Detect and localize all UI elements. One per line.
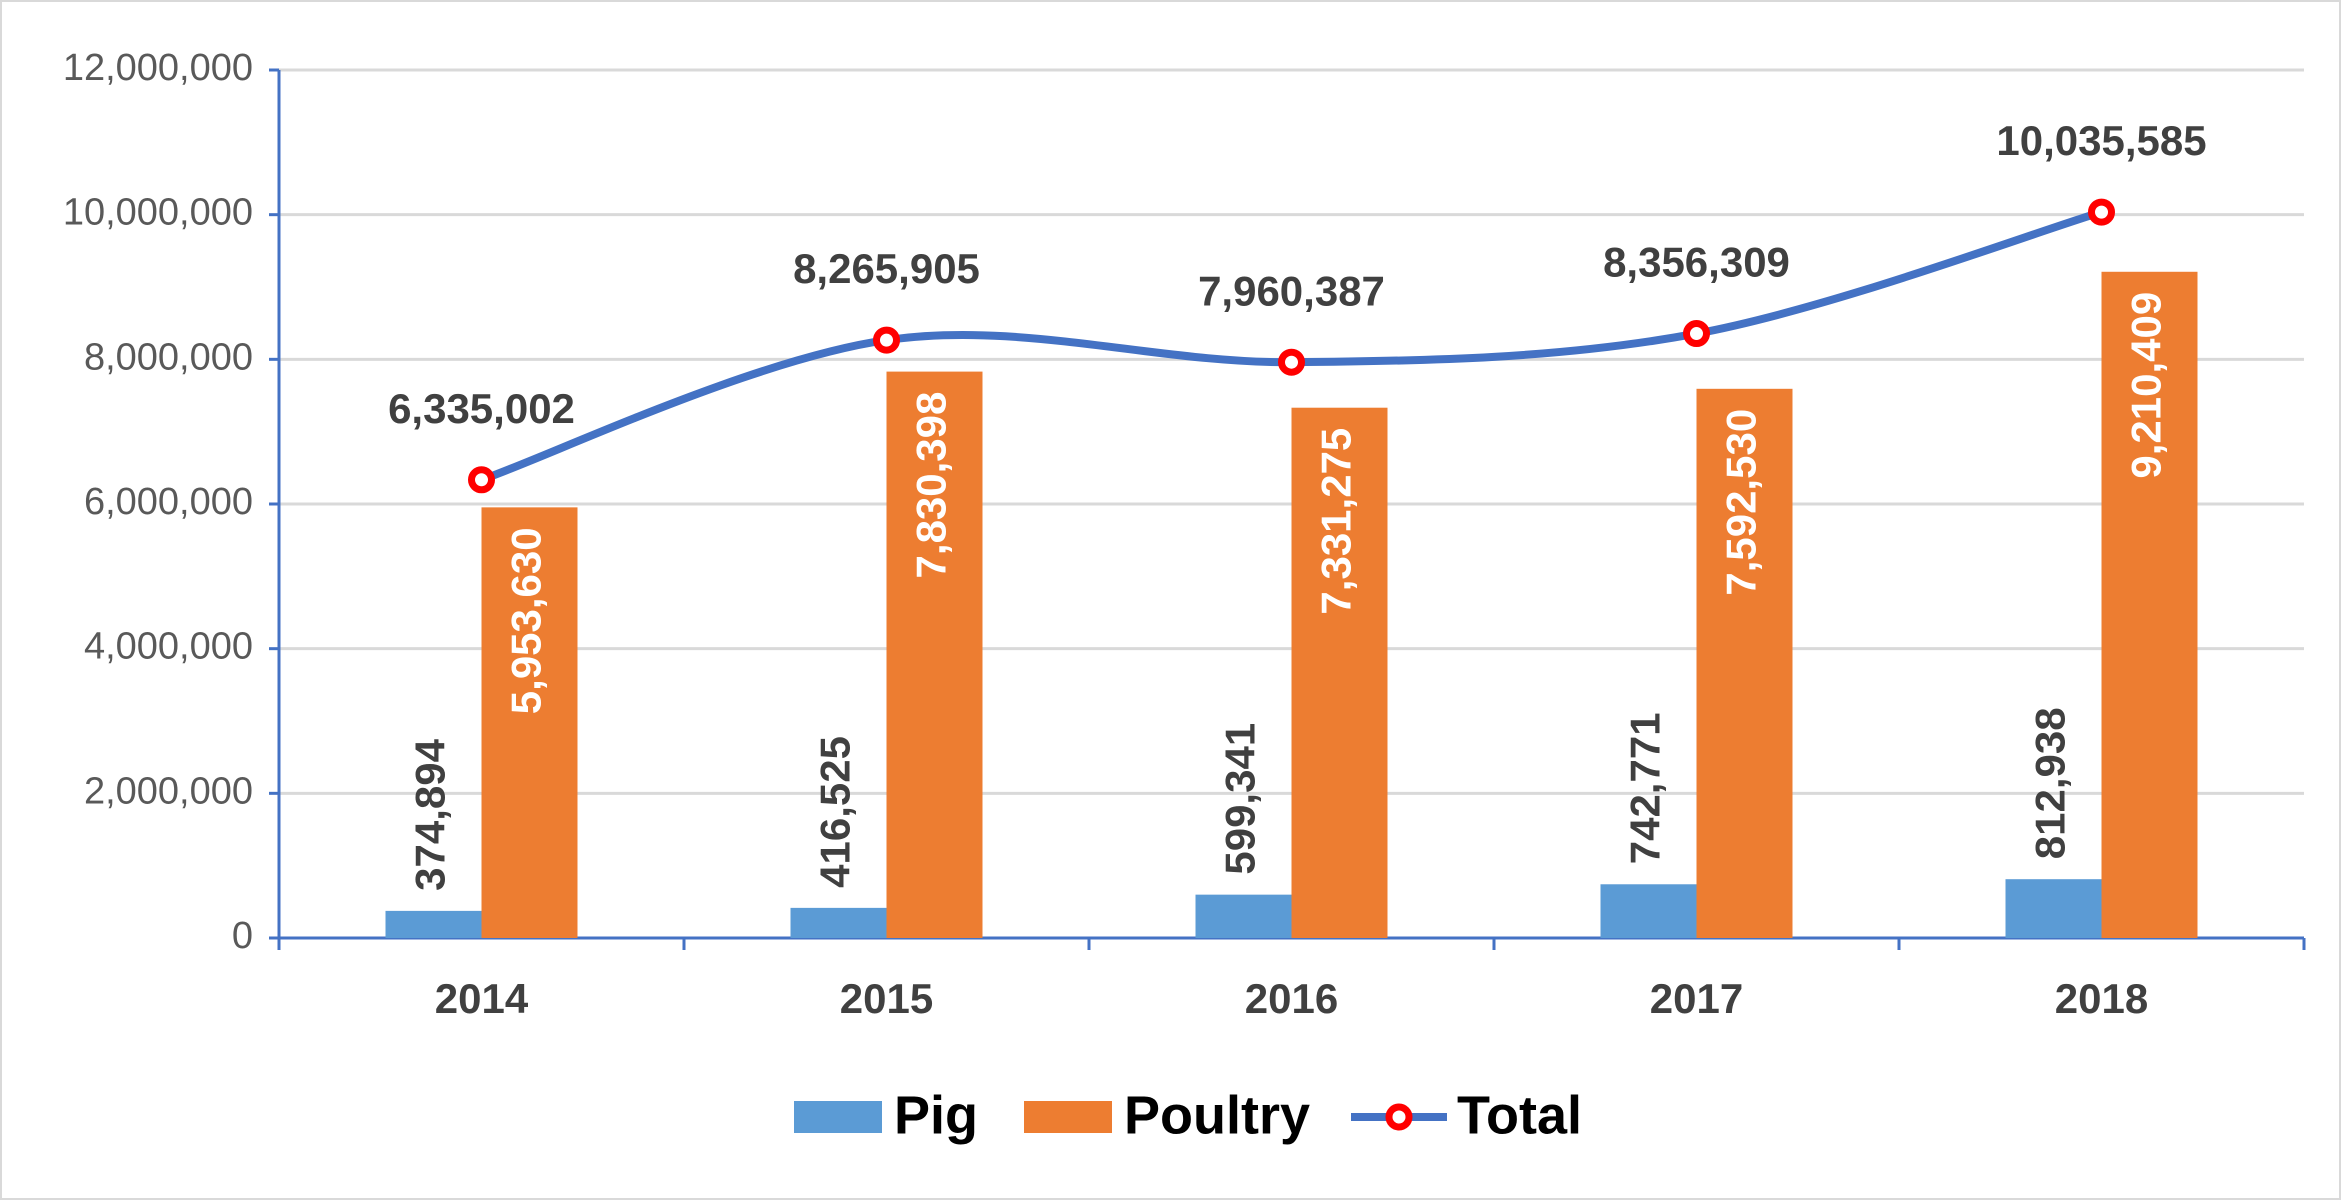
data-label: 7,830,398	[908, 392, 955, 579]
y-tick-label: 4,000,000	[84, 626, 253, 668]
data-label: 8,265,905	[793, 245, 980, 292]
x-tick-label: 2016	[1245, 975, 1338, 1022]
data-label: 599,341	[1217, 723, 1264, 875]
bar	[790, 907, 887, 938]
data-label: 6,335,002	[388, 385, 575, 432]
y-tick-label: 0	[232, 915, 253, 957]
data-label: 8,356,309	[1603, 239, 1790, 286]
x-tick-label: 2015	[840, 975, 933, 1022]
bar	[385, 910, 482, 938]
data-label: 416,525	[812, 736, 859, 888]
y-tick-label: 8,000,000	[84, 336, 253, 378]
x-tick-label: 2018	[2055, 975, 2148, 1022]
data-label: 10,035,585	[1996, 117, 2206, 164]
data-label: 7,960,387	[1198, 267, 1385, 314]
y-tick-label: 12,000,000	[63, 47, 253, 89]
bar	[2005, 879, 2102, 938]
y-tick-label: 6,000,000	[84, 481, 253, 523]
x-tick-label: 2014	[435, 975, 529, 1022]
marker	[468, 466, 495, 494]
marker	[1278, 348, 1305, 376]
bar	[481, 507, 578, 938]
legend-label: Total	[1457, 1085, 1582, 1145]
x-tick-label: 2017	[1650, 975, 1743, 1022]
bar	[2101, 271, 2198, 939]
marker	[1683, 320, 1710, 348]
data-label: 7,592,530	[1718, 409, 1765, 596]
marker	[2088, 198, 2115, 226]
bar	[1291, 407, 1388, 938]
legend-swatch	[794, 1101, 882, 1133]
bar	[1195, 894, 1292, 938]
data-label: 812,938	[2027, 707, 2074, 859]
legend-label: Pig	[894, 1085, 978, 1145]
legend-label: Poultry	[1124, 1085, 1310, 1145]
legend-marker	[1385, 1103, 1413, 1131]
bar	[886, 371, 983, 938]
data-label: 9,210,409	[2123, 292, 2170, 479]
y-tick-label: 2,000,000	[84, 770, 253, 812]
marker	[873, 326, 900, 354]
bar	[1600, 884, 1697, 938]
data-label: 742,771	[1622, 712, 1669, 864]
data-label: 374,894	[407, 738, 454, 890]
legend-swatch	[1024, 1101, 1112, 1133]
data-label: 7,331,275	[1313, 428, 1360, 615]
y-tick-label: 10,000,000	[63, 192, 253, 234]
data-label: 5,953,630	[503, 527, 550, 714]
bar	[1696, 388, 1793, 938]
